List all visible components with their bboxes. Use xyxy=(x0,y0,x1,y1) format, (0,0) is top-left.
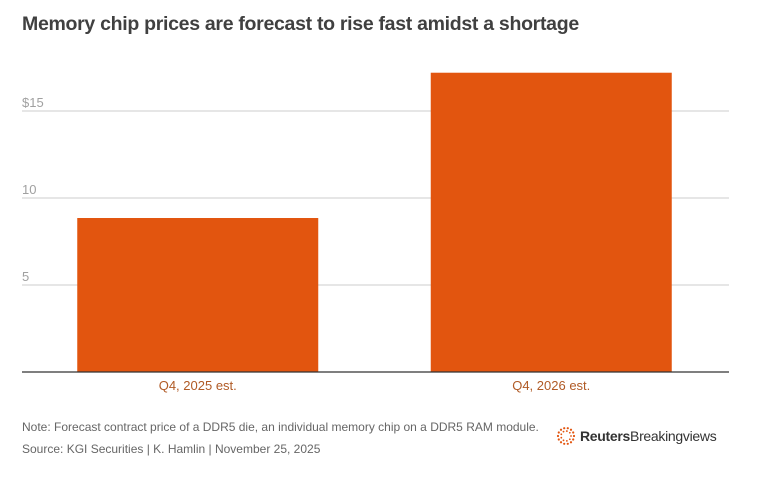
x-tick-label: Q4, 2025 est. xyxy=(159,378,237,393)
bar xyxy=(77,218,319,372)
x-tick-label: Q4, 2026 est. xyxy=(512,378,590,393)
y-axis-ticks: 5 10 $15 xyxy=(22,95,44,284)
reuters-breakingviews-logo: ReutersBreakingviews xyxy=(556,426,717,446)
logo-brand: Reuters xyxy=(580,428,631,444)
y-tick-label: $15 xyxy=(22,95,44,110)
bar-chart: 5 10 $15 Q4, 2025 est. Q4, 2026 est. xyxy=(22,72,729,393)
y-tick-label: 5 xyxy=(22,269,29,284)
chart-note: Note: Forecast contract price of a DDR5 … xyxy=(22,420,539,434)
chart-source: Source: KGI Securities | K. Hamlin | Nov… xyxy=(22,442,321,456)
reuters-dot-circle-icon xyxy=(556,427,576,445)
logo-product: Breakingviews xyxy=(630,428,717,444)
bars xyxy=(77,72,672,372)
chart-title: Memory chip prices are forecast to rise … xyxy=(22,13,579,35)
bar xyxy=(430,72,672,372)
x-axis-labels: Q4, 2025 est. Q4, 2026 est. xyxy=(159,378,591,393)
y-tick-label: 10 xyxy=(22,182,36,197)
